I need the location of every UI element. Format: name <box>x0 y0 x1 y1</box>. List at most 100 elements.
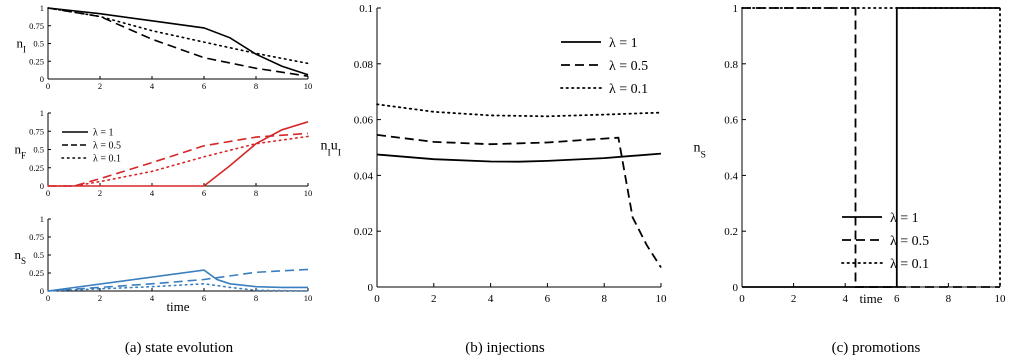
x-axis-label: time <box>859 291 882 306</box>
x-tick-label: 8 <box>254 81 258 91</box>
y-tick-label: 0 <box>368 282 374 294</box>
x-tick-label: 10 <box>304 188 313 198</box>
x-tick-label: 4 <box>150 293 155 303</box>
y-tick-label: 0.6 <box>724 115 738 127</box>
y-tick-label: 1 <box>40 3 44 13</box>
x-tick-label: 0 <box>46 188 50 198</box>
legend-label: λ = 0.1 <box>93 154 121 165</box>
y-tick-label: 0.75 <box>29 21 44 31</box>
y-tick-label: 0.08 <box>354 59 374 71</box>
x-tick-label: 0 <box>46 81 50 91</box>
x-tick-label: 0 <box>46 293 50 303</box>
series-line-2 <box>47 7 309 77</box>
x-tick-label: 4 <box>150 81 155 91</box>
y-tick-label: 0 <box>40 74 44 84</box>
x-tick-label: 4 <box>150 188 155 198</box>
y-tick-label: 0.02 <box>354 226 373 238</box>
y-tick-label: 1 <box>40 214 44 224</box>
series-line-1 <box>48 121 309 187</box>
series-line-2 <box>47 268 309 292</box>
y-tick-label: 0 <box>40 286 44 296</box>
x-tick-label: 4 <box>842 293 848 305</box>
y-tick-label: 0.25 <box>29 163 44 173</box>
legend-label: λ = 1 <box>890 211 919 226</box>
y-tick-label: 0.75 <box>29 232 44 242</box>
x-tick-label: 10 <box>656 293 668 305</box>
series-line-2 <box>376 134 662 268</box>
legend-label: λ = 1 <box>609 36 638 51</box>
series-line-1 <box>742 7 1000 288</box>
y-tick-label: 0.06 <box>354 115 374 127</box>
y-axis-label: nI <box>16 36 26 55</box>
y-tick-label: 0.4 <box>724 170 738 182</box>
x-tick-label: 6 <box>545 293 551 305</box>
y-tick-label: 1 <box>40 108 44 118</box>
series-line-3 <box>741 7 1001 288</box>
legend-label: λ = 0.5 <box>93 141 121 152</box>
series-line-1 <box>376 152 662 163</box>
x-tick-label: 8 <box>946 293 952 305</box>
y-axis-label: nIuI <box>320 139 341 159</box>
series-line-2 <box>742 7 1000 288</box>
y-tick-label: 1 <box>733 3 739 15</box>
series-line-3 <box>47 282 309 292</box>
series-line-1 <box>47 7 309 76</box>
series-line-2 <box>48 132 309 187</box>
x-tick-label: 10 <box>304 293 313 303</box>
x-tick-label: 6 <box>202 293 206 303</box>
x-tick-label: 8 <box>254 188 258 198</box>
chart-nI: 0 2 4 6 8 10 0 0.25 0.5 0.75 1 nI <box>16 3 312 91</box>
legend-label: λ = 0.5 <box>890 234 929 249</box>
y-axis-label: nS <box>14 247 26 266</box>
x-tick-label: 2 <box>431 293 437 305</box>
caption-a: (a) state evolution <box>125 340 234 356</box>
series-line-3 <box>47 7 309 65</box>
legend: λ = 1 λ = 0.5 λ = 0.1 <box>841 211 929 272</box>
x-tick-label: 2 <box>791 293 797 305</box>
y-tick-label: 0.8 <box>724 59 738 71</box>
x-tick-label: 2 <box>98 188 102 198</box>
x-tick-label: 10 <box>995 293 1007 305</box>
caption-b: (b) injections <box>465 340 545 356</box>
legend: λ = 1 λ = 0.5 λ = 0.1 <box>61 128 121 165</box>
series-line-1 <box>47 269 308 292</box>
y-tick-label: 0 <box>733 282 739 294</box>
x-tick-label: 8 <box>254 293 258 303</box>
x-tick-label: 8 <box>601 293 607 305</box>
y-tick-label: 0.5 <box>33 145 44 155</box>
x-axis-label: time <box>166 299 189 314</box>
y-tick-label: 0 <box>40 181 44 191</box>
x-tick-label: 2 <box>98 293 102 303</box>
x-tick-label: 4 <box>488 293 494 305</box>
x-tick-label: 2 <box>98 81 102 91</box>
x-tick-label: 10 <box>304 81 313 91</box>
y-tick-label: 0.2 <box>724 226 738 238</box>
x-tick-label: 6 <box>894 293 900 305</box>
legend: λ = 1 λ = 0.5 λ = 0.1 <box>560 36 648 97</box>
series-line-3 <box>376 103 662 118</box>
x-tick-label: 6 <box>202 188 206 198</box>
y-tick-label: 0.04 <box>354 170 374 182</box>
chart-nS: 0 2 4 6 8 10 0 0.25 0.5 0.75 1 nS time <box>14 214 312 314</box>
legend-label: λ = 0.5 <box>609 59 648 74</box>
y-axis-label: nF <box>14 142 26 161</box>
y-tick-label: 0.5 <box>33 39 44 49</box>
x-tick-label: 0 <box>374 293 380 305</box>
y-tick-label: 0.75 <box>29 126 44 136</box>
x-tick-label: 6 <box>202 81 206 91</box>
y-tick-label: 0.25 <box>29 268 44 278</box>
legend-label: λ = 0.1 <box>890 257 929 272</box>
y-tick-label: 0.25 <box>29 56 44 66</box>
x-tick-label: 0 <box>739 293 745 305</box>
y-axis-label: nS <box>694 141 706 161</box>
chart-nF: 0 2 4 6 8 10 0 0.25 0.5 0.75 1 nF λ = 1 λ = 0.5 λ = 0.… <box>14 108 312 198</box>
series-line-3 <box>47 135 309 187</box>
legend-label: λ = 0.1 <box>609 82 648 97</box>
legend-label: λ = 1 <box>93 128 114 139</box>
y-tick-label: 0.5 <box>33 250 44 260</box>
caption-c: (c) promotions <box>832 340 921 356</box>
